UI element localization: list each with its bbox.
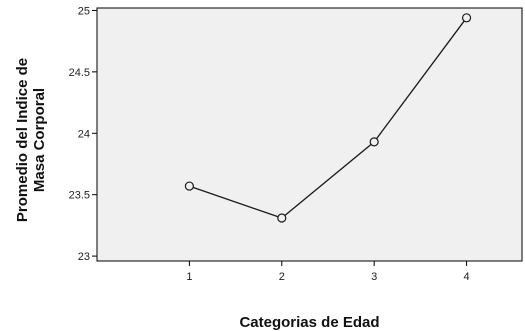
y-axis-title-line: Masa Corporal xyxy=(31,88,48,192)
plot-area xyxy=(96,7,523,262)
y-tick-label: 24 xyxy=(78,128,90,140)
y-axis: 23 23.5 24 24.5 25 xyxy=(69,5,97,263)
y-tick-label: 23 xyxy=(78,251,90,263)
y-axis-title: Promedio del Indice deMasa Corporal xyxy=(14,58,48,222)
x-tick-label: 3 xyxy=(371,271,377,283)
series-line xyxy=(189,17,468,219)
x-tick-label: 2 xyxy=(279,271,285,283)
x-tick-label: 4 xyxy=(464,271,470,283)
y-axis-title-line: Promedio del Indice de xyxy=(14,58,31,222)
y-tick-label: 23.5 xyxy=(69,190,90,202)
x-axis-title: Categorias de Edad xyxy=(239,314,379,331)
x-axis: 1 2 3 4 xyxy=(186,261,470,283)
data-markers xyxy=(184,13,472,223)
x-tick-label: 1 xyxy=(186,271,192,283)
y-tick-label: 25 xyxy=(78,5,90,17)
data-point xyxy=(369,137,379,147)
data-point xyxy=(184,181,194,191)
y-tick-label: 24.5 xyxy=(69,67,90,79)
data-point xyxy=(277,213,287,223)
data-point xyxy=(461,13,472,23)
